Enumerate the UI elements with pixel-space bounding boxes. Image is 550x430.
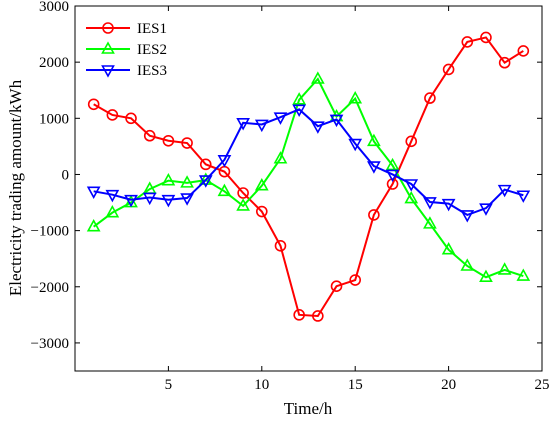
data-point-ies3: [441, 198, 456, 212]
data-point-ies1: [199, 158, 212, 171]
data-point-ies3: [254, 119, 269, 133]
data-point-ies3: [479, 203, 493, 216]
data-point-ies1: [162, 134, 175, 147]
data-point-ies1: [274, 239, 287, 252]
data-point-ies1: [181, 137, 193, 149]
legend-marker-ies2: [101, 41, 115, 54]
x-tick-label: 25: [535, 377, 550, 393]
data-point-ies3: [348, 138, 363, 152]
data-point-ies2: [404, 190, 419, 204]
data-point-ies2: [217, 183, 232, 197]
data-point-ies3: [273, 112, 288, 125]
data-point-ies3: [423, 197, 437, 210]
x-axis-label: Time/h: [284, 399, 333, 418]
data-point-ies2: [479, 269, 493, 283]
legend-entry-ies2: IES2: [86, 41, 167, 58]
data-point-ies3: [329, 114, 344, 128]
data-point-ies2: [497, 262, 512, 275]
series-ies1: [87, 31, 530, 322]
legend-marker-ies1: [102, 22, 114, 34]
data-point-ies1: [237, 187, 249, 199]
x-tick-label: 10: [254, 377, 269, 393]
data-point-ies2: [236, 198, 250, 211]
data-point-ies3: [497, 184, 512, 198]
data-point-ies1: [293, 309, 305, 321]
y-axis-label: Electricity trading amount/kWh: [6, 79, 25, 296]
data-point-ies3: [124, 194, 138, 208]
y-tick-label: 0: [62, 167, 70, 183]
data-point-ies1: [368, 209, 380, 221]
data-point-ies2: [460, 258, 475, 271]
series-line-ies2: [93, 77, 524, 279]
data-point-ies3: [460, 210, 475, 223]
data-point-ies2: [441, 242, 456, 255]
data-point-ies2: [180, 175, 194, 188]
data-point-ies2: [273, 151, 288, 164]
data-point-ies3: [236, 118, 250, 131]
data-point-ies3: [385, 169, 400, 183]
data-point-ies1: [87, 98, 100, 111]
data-point-ies1: [255, 205, 268, 218]
data-point-ies3: [180, 193, 194, 206]
data-point-ies2: [292, 92, 307, 105]
legend: IES1 IES2 IES3: [86, 21, 167, 79]
data-point-ies3: [516, 190, 531, 203]
data-point-ies3: [404, 179, 419, 192]
y-tick-label: −2000: [31, 280, 69, 296]
data-point-ies2: [348, 90, 363, 104]
data-point-ies1: [312, 310, 324, 322]
y-tick-label: 2000: [39, 55, 69, 71]
x-tick-label: 15: [348, 377, 363, 393]
y-tick-label: 3000: [39, 0, 69, 15]
legend-label-ies2: IES2: [137, 42, 167, 58]
data-point-ies2: [385, 157, 400, 171]
data-point-ies2: [105, 204, 120, 218]
series-ies3: [86, 104, 531, 223]
y-tick-label: −3000: [31, 336, 69, 352]
data-point-ies1: [106, 109, 119, 121]
y-tick-label: 1000: [39, 111, 69, 127]
data-point-ies3: [86, 186, 101, 199]
data-point-ies1: [517, 45, 530, 57]
data-point-ies1: [125, 112, 137, 125]
data-point-ies3: [310, 121, 325, 134]
data-point-ies2: [254, 178, 269, 191]
data-point-ies3: [217, 155, 232, 168]
legend-label-ies1: IES1: [137, 21, 167, 37]
data-point-ies1: [424, 92, 436, 104]
data-point-ies1: [498, 56, 511, 69]
data-point-ies2: [310, 71, 325, 84]
data-point-ies1: [349, 274, 362, 286]
data-point-ies2: [198, 172, 213, 185]
data-point-ies3: [142, 192, 157, 206]
legend-marker-ies3: [101, 65, 115, 78]
data-point-ies1: [480, 31, 492, 44]
x-tick-label: 5: [165, 377, 173, 393]
data-point-ies1: [405, 135, 418, 148]
data-point-ies3: [198, 175, 213, 188]
data-point-ies2: [86, 219, 101, 232]
data-point-ies3: [367, 161, 381, 174]
legend-label-ies3: IES3: [137, 63, 167, 79]
data-point-ies2: [161, 172, 176, 186]
data-point-ies3: [161, 194, 176, 208]
x-tick-label: 20: [441, 377, 456, 393]
data-point-ies2: [423, 216, 437, 229]
series-ies2: [86, 71, 531, 283]
y-tick-label: −1000: [31, 224, 69, 240]
data-point-ies3: [292, 104, 307, 117]
axis-ticks: 5 10 15 20 25 3000 2000 1000 0 −1000 −2000 −3000: [31, 0, 550, 393]
data-point-ies1: [143, 129, 156, 142]
series-layer: [86, 31, 531, 322]
legend-entry-ies3: IES3: [86, 63, 167, 79]
data-point-ies2: [367, 133, 381, 147]
data-point-ies1: [461, 36, 474, 48]
data-point-ies1: [442, 63, 455, 76]
data-point-ies2: [516, 268, 531, 281]
data-point-ies1: [330, 280, 343, 293]
legend-entry-ies1: IES1: [86, 21, 167, 37]
data-point-ies3: [105, 189, 120, 203]
